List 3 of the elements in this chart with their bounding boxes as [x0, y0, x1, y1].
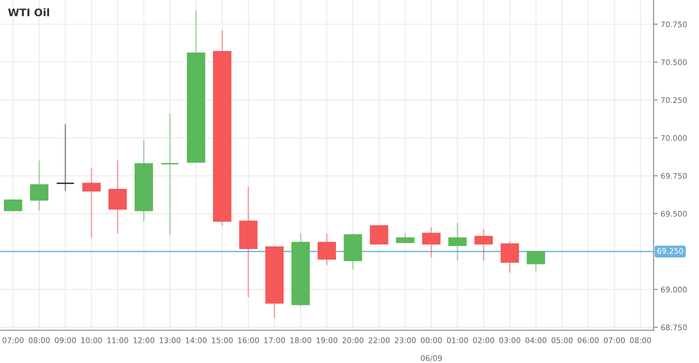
text: WTI Oil [8, 8, 50, 16]
candlestick [370, 225, 388, 245]
candlestick [4, 199, 22, 212]
